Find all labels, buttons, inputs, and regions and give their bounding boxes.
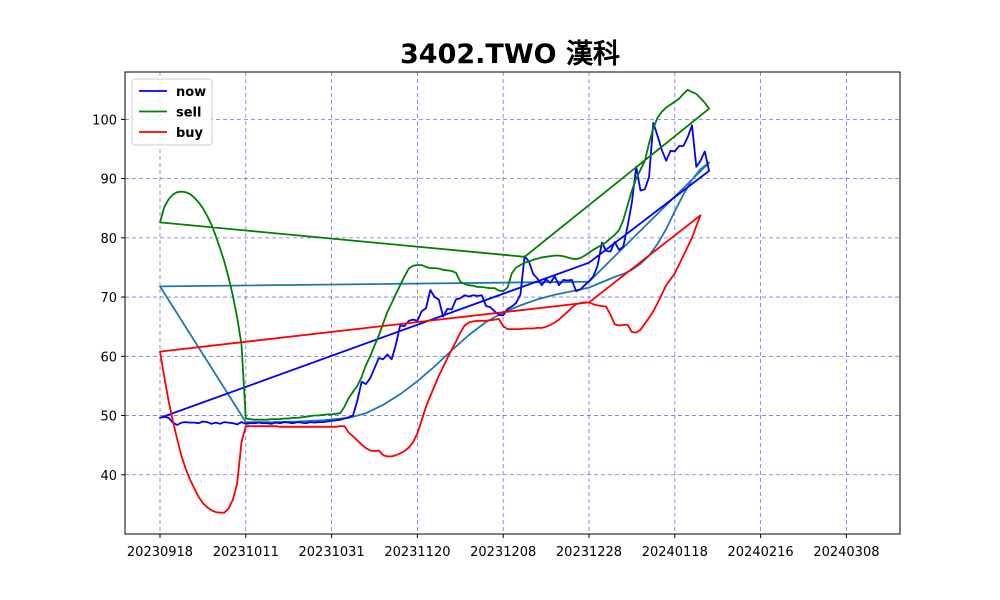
axis-ticks: 40 50 60 70 80 90 100 20230918 20231011 20231031 2… — [92, 113, 879, 560]
x-tick-label: 20240308 — [813, 545, 879, 560]
y-tick-label: 100 — [92, 113, 117, 128]
legend-label-sell: sell — [176, 106, 201, 121]
x-tick-label: 20230918 — [127, 545, 193, 560]
series-line-trend — [159, 161, 710, 424]
x-tick-label: 20240216 — [728, 545, 794, 560]
chart-title: 3402.TWO 漢科 — [400, 39, 620, 70]
y-tick-label: 80 — [100, 232, 117, 247]
legend: now sell buy — [131, 78, 213, 146]
series-line-now — [159, 122, 710, 426]
x-tick-label: 20231228 — [556, 545, 622, 560]
legend-label-buy: buy — [176, 126, 204, 141]
legend-label-now: now — [176, 85, 206, 100]
x-tick-label: 20240118 — [642, 545, 708, 560]
y-tick-label: 60 — [100, 350, 117, 365]
series-line-sell — [159, 88, 710, 421]
x-tick-label: 20231011 — [213, 545, 279, 560]
x-tick-label: 20231031 — [299, 545, 365, 560]
series-layer — [159, 88, 710, 514]
x-tick-label: 20231208 — [470, 545, 536, 560]
y-tick-label: 70 — [100, 291, 117, 306]
x-tick-label: 20231120 — [384, 545, 450, 560]
y-tick-label: 50 — [100, 410, 117, 425]
y-tick-label: 90 — [100, 173, 117, 188]
plot-frame — [124, 71, 901, 535]
legend-box — [131, 78, 213, 146]
plot-background — [125, 72, 900, 534]
y-tick-label: 40 — [100, 469, 117, 484]
series-line-buy — [159, 214, 702, 514]
